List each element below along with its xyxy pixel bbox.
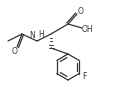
- Text: N: N: [29, 30, 35, 39]
- Text: O: O: [78, 7, 84, 16]
- Text: H: H: [38, 30, 44, 39]
- Text: F: F: [82, 72, 87, 81]
- Text: OH: OH: [82, 24, 93, 33]
- Text: O: O: [12, 48, 18, 57]
